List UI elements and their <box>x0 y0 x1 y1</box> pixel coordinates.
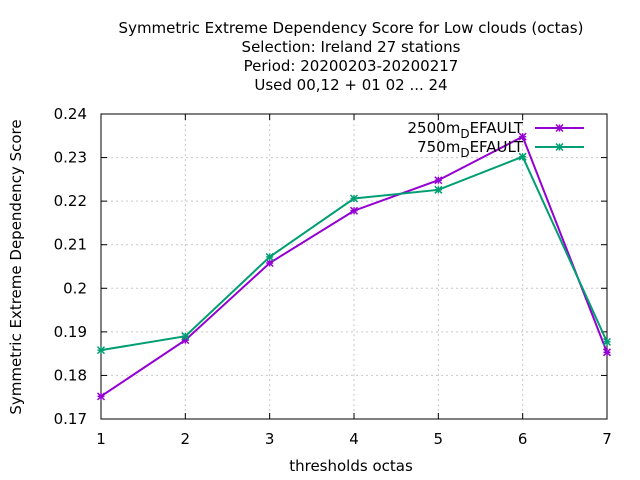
data-point <box>602 348 612 357</box>
x-tick-label: 2 <box>181 430 191 448</box>
legend-item: 2500mDEFAULT <box>408 119 584 141</box>
series <box>96 132 612 401</box>
title-line: Period: 20200203-20200217 <box>244 57 459 75</box>
y-tick-label: 0.17 <box>54 410 87 428</box>
y-axis-label: Symmetric Extreme Dependency Score <box>7 119 25 414</box>
data-point <box>518 132 527 141</box>
y-tick-label: 0.23 <box>54 149 87 167</box>
x-tick-label: 3 <box>265 430 275 448</box>
y-tick-label: 0.22 <box>54 192 87 210</box>
title-line: Symmetric Extreme Dependency Score for L… <box>119 19 584 37</box>
x-axis-label: thresholds octas <box>289 457 413 475</box>
x-tick-label: 1 <box>96 430 106 448</box>
title-line: Selection: Ireland 27 stations <box>242 38 461 56</box>
data-point <box>518 152 527 161</box>
data-point <box>349 194 359 203</box>
data-point <box>349 206 359 215</box>
x-axis: 1 2 3 4 5 6 7 <box>96 114 612 448</box>
data-point <box>181 332 190 341</box>
x-tick-label: 7 <box>602 430 612 448</box>
data-point <box>265 252 274 261</box>
y-axis: 0.17 0.18 0.19 0.2 0.21 0.22 0.23 0.24 <box>54 105 607 428</box>
data-point <box>96 346 106 355</box>
chart-title: Symmetric Extreme Dependency Score for L… <box>119 19 584 94</box>
data-point <box>602 337 612 346</box>
data-point <box>434 185 443 194</box>
y-tick-label: 0.18 <box>54 366 87 384</box>
legend-marker <box>555 142 564 152</box>
y-tick-label: 0.21 <box>54 236 87 254</box>
x-tick-label: 6 <box>518 430 528 448</box>
data-point <box>434 176 443 185</box>
data-point <box>265 258 274 268</box>
legend-label: 2500mDEFAULT <box>408 119 524 141</box>
title-line: Used 00,12 + 01 02 ... 24 <box>254 76 447 94</box>
y-tick-label: 0.19 <box>54 323 87 341</box>
x-tick-label: 4 <box>349 430 359 448</box>
legend-label: 750mDEFAULT <box>417 138 524 160</box>
x-tick-label: 5 <box>434 430 444 448</box>
data-point <box>96 392 106 401</box>
legend-item: 750mDEFAULT <box>417 138 584 160</box>
y-tick-label: 0.2 <box>63 279 87 297</box>
legend-marker <box>555 123 564 133</box>
y-tick-label: 0.24 <box>54 105 87 123</box>
